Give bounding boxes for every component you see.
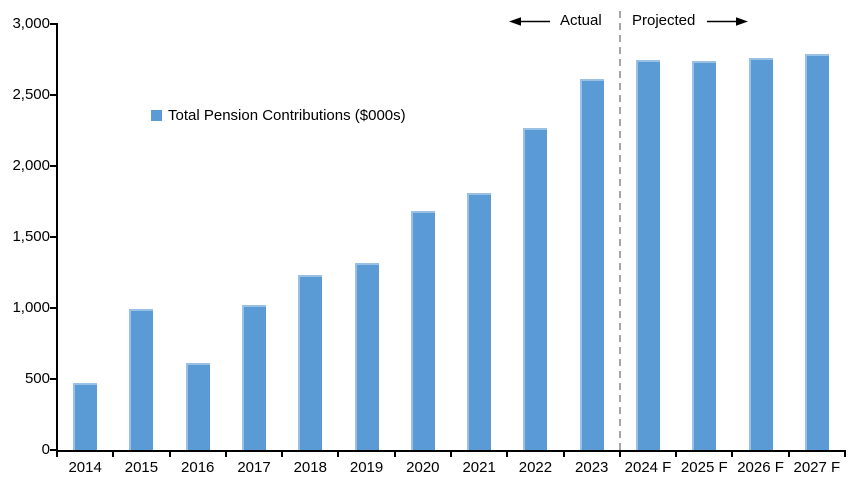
x-tick-mark — [675, 450, 678, 457]
y-tick-mark — [50, 23, 57, 25]
x-tick-label: 2023 — [575, 459, 609, 476]
y-tick-mark — [50, 378, 57, 380]
x-tick-label: 2018 — [293, 459, 327, 476]
right-arrow-icon — [707, 17, 748, 26]
bar — [242, 305, 266, 450]
x-tick-label: 2016 — [181, 459, 215, 476]
x-tick-mark — [731, 450, 734, 457]
x-tick-mark — [112, 450, 115, 457]
x-tick-mark — [450, 450, 452, 457]
bar — [748, 58, 773, 450]
legend-label: Total Pension Contributions ($000s) — [168, 107, 406, 124]
y-tick-label: 1,500 — [12, 228, 50, 245]
x-tick-mark — [337, 450, 340, 457]
x-tick-mark — [281, 450, 284, 457]
x-tick-label: 2022 — [518, 459, 553, 476]
x-tick-mark — [787, 450, 790, 457]
y-tick-label: 500 — [24, 370, 50, 387]
bar — [298, 275, 323, 450]
y-tick-label: 2,000 — [12, 157, 50, 174]
actual-projected-divider — [618, 11, 621, 451]
legend: Total Pension Contributions ($000s) — [151, 107, 406, 124]
x-tick-label: 2026 F — [737, 459, 784, 476]
y-tick-label: 3,000 — [12, 15, 50, 32]
y-tick-mark — [50, 236, 57, 238]
bar — [129, 309, 154, 450]
x-tick-mark — [844, 450, 846, 457]
y-tick-mark — [50, 165, 57, 167]
x-tick-label: 2017 — [237, 459, 271, 476]
bar — [523, 127, 548, 450]
x-axis-line — [56, 450, 846, 452]
x-tick-mark — [224, 450, 227, 457]
x-tick-mark — [562, 450, 565, 457]
y-tick-label: 2,500 — [12, 86, 50, 103]
bar — [410, 211, 435, 450]
bar — [804, 53, 829, 450]
x-tick-label: 2027 F — [793, 459, 841, 476]
actual-label: Actual — [560, 12, 602, 29]
y-tick-mark — [50, 94, 57, 96]
x-tick-label: 2021 — [462, 459, 496, 476]
projected-label: Projected — [632, 12, 696, 29]
y-tick-mark — [50, 307, 57, 309]
x-tick-label: 2015 — [124, 459, 159, 476]
bar — [354, 262, 379, 450]
x-tick-mark — [618, 450, 621, 457]
bar — [636, 59, 660, 450]
x-tick-label: 2019 — [349, 459, 384, 476]
bar — [73, 383, 98, 450]
bar — [692, 60, 717, 450]
x-tick-label: 2024 F — [624, 459, 672, 476]
x-tick-label: 2020 — [406, 459, 440, 476]
x-tick-mark — [393, 450, 396, 457]
y-axis-line — [56, 23, 58, 452]
x-tick-label: 2025 F — [680, 459, 728, 476]
legend-marker-icon — [151, 110, 162, 121]
x-tick-label: 2014 — [68, 459, 102, 476]
x-tick-mark — [56, 450, 58, 457]
bar — [579, 79, 604, 450]
x-tick-mark — [506, 450, 509, 457]
y-tick-label: 1,000 — [12, 299, 50, 316]
bar — [467, 192, 492, 450]
bar — [185, 363, 210, 450]
left-arrow-icon — [509, 17, 550, 26]
y-tick-mark — [50, 449, 57, 451]
x-tick-mark — [168, 450, 171, 457]
y-tick-label: 0 — [41, 441, 50, 458]
